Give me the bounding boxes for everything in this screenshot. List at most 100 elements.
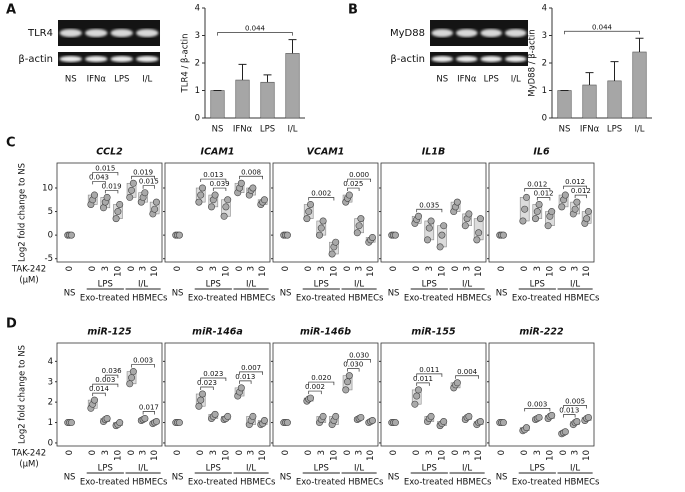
- x-tick-label: 10: [366, 266, 376, 277]
- significance-bracket: [142, 185, 155, 189]
- x-axis-label: Exo-treated HBMECs: [404, 478, 492, 488]
- significance-bracket: [416, 382, 430, 386]
- group-label: LPS: [206, 464, 221, 474]
- data-point: [414, 212, 422, 220]
- data-point: [391, 419, 399, 427]
- blot-band: [455, 56, 478, 62]
- blot-band: [136, 56, 159, 62]
- x-tick-label: 0: [281, 266, 291, 271]
- x-tick-label: 0: [389, 266, 399, 271]
- bar: [557, 90, 572, 119]
- significance-bracket: [347, 178, 371, 183]
- group-label: NS: [388, 289, 400, 299]
- data-point: [548, 208, 556, 216]
- significance-bracket: [212, 187, 227, 192]
- x-tick-label: 0: [281, 450, 291, 455]
- x-tick-label: 0: [173, 450, 183, 455]
- p-value: 0.015: [139, 178, 159, 186]
- y-tick-label: 4: [195, 4, 200, 14]
- x-tick-label: 0: [343, 266, 353, 271]
- plot-title: ICAM1: [201, 147, 235, 158]
- y-tick-label: 1: [48, 418, 53, 428]
- significance-bracket: [347, 187, 360, 192]
- data-point: [197, 191, 205, 199]
- data-point: [357, 215, 365, 223]
- data-point: [544, 222, 552, 230]
- data-point: [116, 419, 124, 427]
- plot-title: CCL2: [96, 147, 123, 158]
- data-point: [414, 386, 422, 394]
- significance-bracket: [563, 414, 576, 418]
- p-value: 0.039: [210, 180, 230, 188]
- data-point: [103, 193, 111, 201]
- y-tick-label: 3: [195, 31, 200, 41]
- x-tick-label: 0: [559, 266, 569, 271]
- blot-band: [110, 29, 133, 37]
- plot-frame: [272, 342, 379, 447]
- p-value: 0.013: [235, 373, 255, 381]
- x-tick-label: 0: [127, 450, 137, 455]
- group-label: LPS: [314, 464, 329, 474]
- p-value: 0.013: [559, 407, 579, 415]
- significance-bracket: [217, 32, 293, 36]
- x-tick-label: 0: [497, 266, 507, 271]
- data-point: [413, 392, 421, 400]
- data-point: [199, 390, 207, 398]
- data-point: [345, 372, 353, 380]
- data-point: [195, 198, 203, 206]
- x-axis-label: Exo-treated HBMECs: [80, 294, 168, 304]
- group-label: I/L: [246, 464, 256, 474]
- x-tick-label: 10: [437, 266, 447, 277]
- bar: [285, 53, 300, 119]
- group-label: I/L: [462, 280, 472, 290]
- x-tick-label: 0: [559, 450, 569, 455]
- data-point: [368, 233, 376, 241]
- group-label: LPS: [98, 280, 113, 290]
- data-point: [332, 238, 340, 246]
- y-axis-label: Log2 fold change to NS: [18, 345, 28, 444]
- data-point: [67, 419, 75, 427]
- blot-loading-label: β-actin: [390, 54, 425, 65]
- group-label: NS: [64, 473, 76, 483]
- y-tick-label: 3: [48, 377, 53, 387]
- bar: [582, 84, 597, 119]
- group-label: LPS: [530, 280, 545, 290]
- x-tick-label: 0: [127, 266, 137, 271]
- y-axis-label: Log2 fold change to NS: [18, 163, 28, 262]
- p-value: 0.035: [419, 201, 439, 209]
- data-point: [195, 402, 203, 410]
- data-point: [175, 231, 183, 239]
- treatment-unit: (μM): [19, 276, 38, 286]
- data-point: [344, 378, 352, 386]
- data-point: [319, 412, 327, 420]
- p-value: 0.044: [245, 25, 266, 33]
- group-label: NS: [388, 473, 400, 483]
- x-tick-label: 3: [247, 450, 257, 455]
- data-point: [91, 396, 99, 404]
- x-tick-label: 10: [366, 450, 376, 461]
- data-point: [425, 224, 433, 232]
- y-tick-label: 0: [542, 114, 547, 124]
- x-tick-label: 3: [209, 450, 219, 455]
- data-point: [453, 379, 461, 387]
- lane-label: NS: [436, 75, 448, 85]
- data-point: [522, 193, 530, 201]
- group-label: I/L: [138, 464, 148, 474]
- group-label: I/L: [354, 464, 364, 474]
- blot-loading-label: β-actin: [18, 54, 53, 65]
- y-tick-label: 2: [542, 59, 547, 69]
- x-tick-label: 10: [221, 450, 231, 461]
- y-axis-label: MyD88 / β-actin: [528, 29, 538, 96]
- p-value: 0.023: [203, 370, 223, 378]
- data-point: [411, 400, 419, 408]
- x-tick-label: 10: [582, 266, 592, 277]
- x-tick-label: 0: [65, 450, 75, 455]
- group-label: NS: [64, 289, 76, 299]
- x-tick-label: 0: [497, 450, 507, 455]
- blot-band: [431, 56, 454, 62]
- group-label: LPS: [206, 280, 221, 290]
- group-label: NS: [172, 473, 184, 483]
- data-point: [126, 380, 134, 388]
- group-label: LPS: [98, 464, 113, 474]
- significance-bracket: [416, 373, 443, 377]
